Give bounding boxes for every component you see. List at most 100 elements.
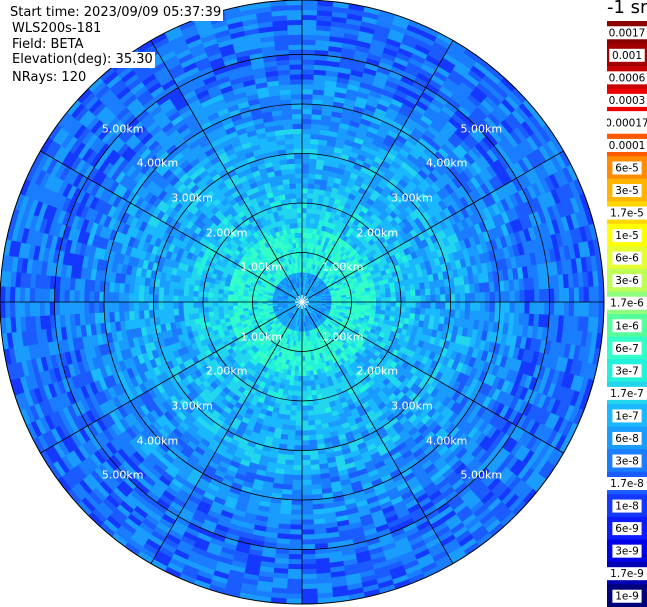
- ppi-cell: [301, 450, 311, 456]
- ppi-cell: [301, 19, 317, 26]
- ppi-cell: [289, 415, 297, 421]
- ppi-cell: [301, 163, 310, 169]
- ppi-cell: [365, 294, 372, 299]
- ppi-cell: [301, 24, 317, 31]
- ppi-cell: [450, 301, 456, 311]
- ppi-cell: [301, 222, 307, 229]
- ppi-cell: [289, 539, 303, 545]
- ppi-cell: [440, 301, 446, 310]
- ppi-cell: [420, 295, 426, 303]
- ppi-cell: [301, 371, 307, 377]
- ppi-cell: [529, 289, 535, 303]
- ppi-cell: [311, 483, 322, 491]
- ppi-cell: [306, 207, 313, 214]
- ppi-cell: [289, 410, 297, 416]
- ppi-cell: [306, 212, 312, 219]
- ppi-cell: [295, 420, 303, 426]
- ppi-cell: [309, 454, 319, 461]
- ppi-cell: [499, 301, 506, 313]
- ppi-cell: [439, 309, 446, 318]
- ppi-cell: [284, 464, 294, 471]
- ppi-cell: [301, 113, 313, 120]
- ppi-cell: [361, 301, 367, 306]
- ppi-cell: [474, 292, 481, 303]
- ppi-cell: [425, 295, 431, 303]
- ppi-cell: [361, 298, 367, 303]
- ppi-cell: [301, 504, 314, 511]
- ppi-cell: [301, 54, 316, 60]
- ppi-cell: [385, 292, 392, 298]
- ppi-cell: [301, 158, 310, 164]
- ppi-cell: [301, 459, 311, 466]
- ppi-cell: [301, 118, 312, 125]
- ppi-cell: [578, 287, 585, 303]
- ppi-cell: [405, 307, 411, 314]
- ppi-cell: [356, 298, 362, 303]
- ppi-cell: [301, 187, 309, 194]
- ppi-cell: [293, 455, 303, 461]
- ppi-cell: [351, 298, 357, 303]
- ppi-cell: [519, 290, 525, 303]
- ppi-cell: [305, 217, 312, 224]
- ppi-cell: [548, 288, 555, 303]
- ppi-cell: [310, 123, 321, 130]
- ppi-cell: [312, 193, 320, 200]
- ppi-cell: [488, 311, 496, 323]
- ppi-cell: [474, 301, 481, 312]
- ppi-cell: [375, 301, 382, 307]
- ppi-cell: [366, 298, 372, 303]
- ppi-cell: [310, 138, 320, 145]
- ppi-cell: [307, 405, 314, 411]
- ppi-cell: [292, 474, 303, 481]
- ppi-cell: [375, 297, 382, 303]
- ppi-cell: [454, 285, 461, 295]
- ppi-cell: [308, 168, 317, 175]
- ppi-cell: [301, 49, 316, 56]
- ppi-cell: [301, 420, 309, 426]
- ppi-cell: [297, 371, 303, 377]
- ppi-cell: [539, 301, 545, 315]
- ppi-cell: [288, 553, 303, 560]
- ppi-cell: [301, 93, 314, 100]
- ppi-cell: [474, 310, 481, 321]
- ppi-cell: [301, 435, 310, 441]
- ppi-cell: [593, 286, 600, 303]
- ppi-cell: [301, 400, 308, 407]
- ppi-cell: [445, 294, 451, 303]
- ppi-cell: [286, 439, 295, 446]
- ppi-cell: [301, 380, 307, 387]
- ppi-cell: [573, 301, 580, 317]
- ppi-cell: [395, 296, 402, 303]
- ppi-cell: [464, 310, 471, 320]
- ppi-cell: [583, 301, 590, 318]
- ppi-cell: [395, 301, 402, 308]
- ppi-cell: [301, 558, 316, 565]
- ppi-cell: [306, 400, 314, 407]
- ppi-cell: [415, 307, 421, 315]
- ppi-cell: [298, 351, 303, 357]
- ppi-cell: [301, 375, 307, 382]
- ppi-cell: [301, 83, 314, 90]
- ppi-cell: [415, 289, 421, 297]
- ppi-cell: [301, 415, 309, 422]
- ppi-cell: [454, 309, 461, 319]
- ppi-cell: [409, 283, 416, 291]
- ppi-cell: [294, 445, 303, 451]
- ppi-cell: [420, 301, 426, 309]
- ppi-cell: [405, 301, 412, 308]
- ppi-cell: [311, 118, 322, 125]
- ppi-cell: [435, 294, 441, 303]
- ppi-cell: [301, 469, 312, 476]
- ppi-cell: [430, 301, 436, 310]
- ppi-cell: [310, 380, 316, 386]
- ppi-cell: [301, 14, 318, 21]
- ppi-cell: [287, 578, 303, 585]
- ppi-cell: [301, 390, 308, 397]
- ppi-cell: [284, 459, 294, 466]
- ppi-cell: [534, 301, 540, 315]
- ppi-cell: [282, 483, 293, 491]
- ppi-cell: [375, 293, 382, 299]
- ppi-cell: [389, 287, 396, 293]
- ppi-cell: [519, 301, 525, 314]
- ppi-cell: [568, 287, 575, 303]
